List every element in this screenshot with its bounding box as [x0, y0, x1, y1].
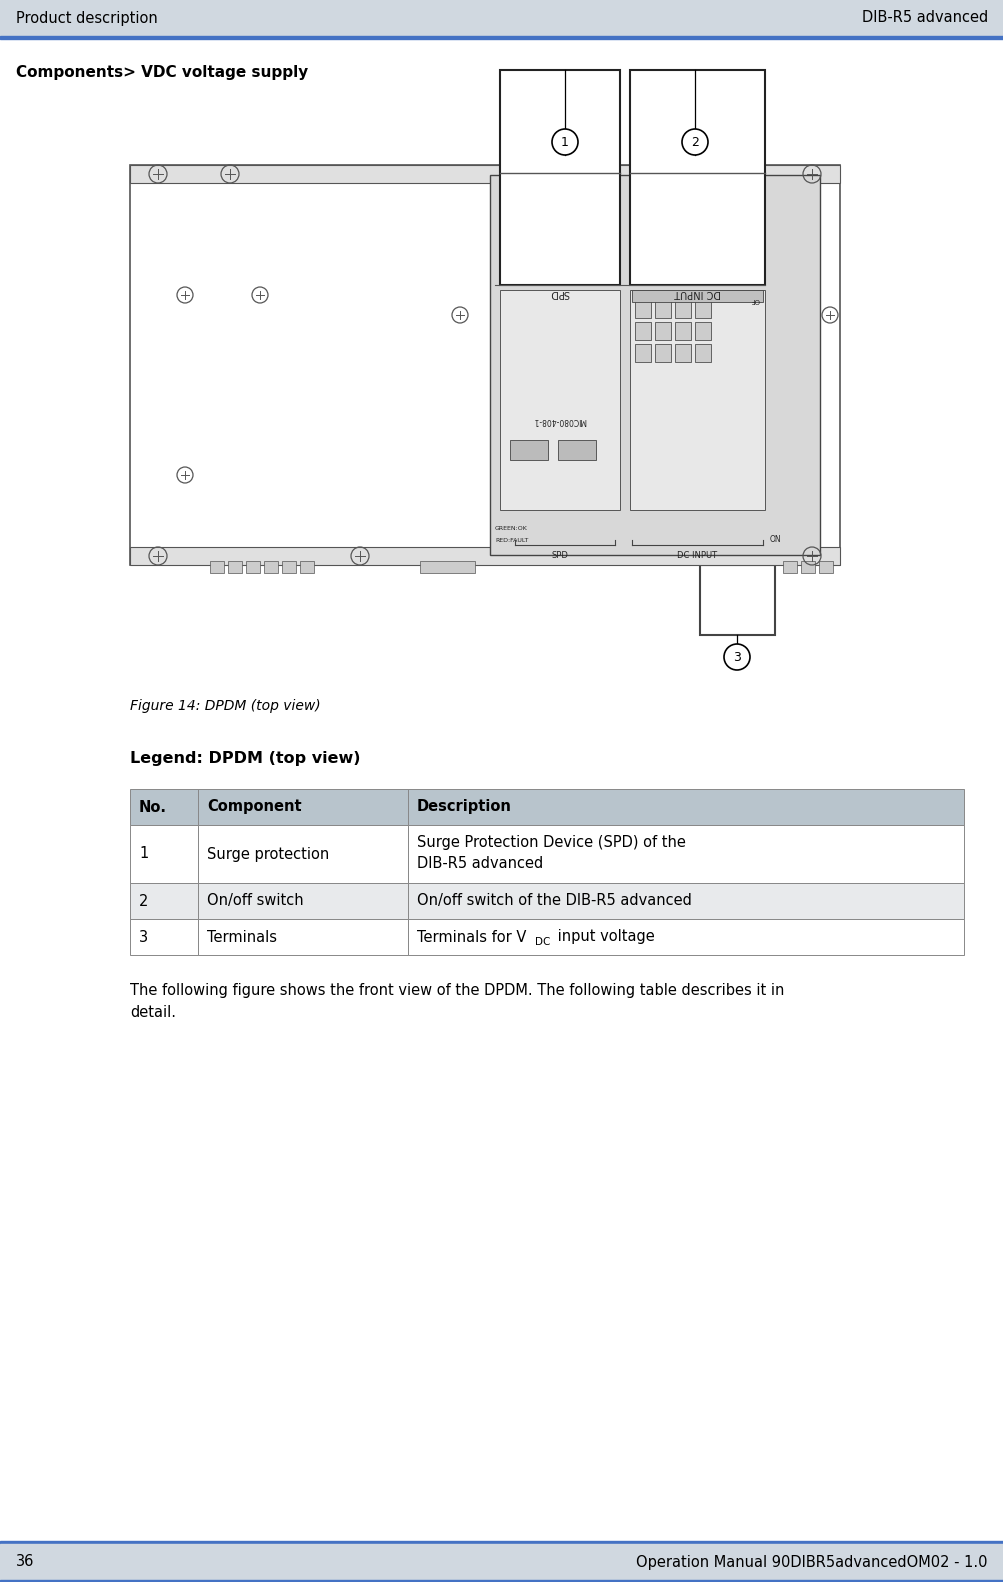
Text: 36: 36 — [16, 1555, 34, 1569]
Bar — [634, 323, 650, 340]
Text: Description: Description — [416, 799, 512, 815]
Bar — [782, 562, 796, 573]
Text: 2: 2 — [690, 136, 698, 149]
Circle shape — [552, 130, 578, 155]
Text: MIC080-408-1: MIC080-408-1 — [533, 416, 586, 424]
Bar — [129, 824, 198, 883]
Text: Operation Manual 90DIBR5advancedOM02 - 1.0: Operation Manual 90DIBR5advancedOM02 - 1… — [636, 1555, 987, 1569]
Bar — [210, 562, 224, 573]
Circle shape — [723, 644, 749, 671]
Bar — [407, 824, 963, 883]
Bar — [0, 1541, 1003, 1544]
Text: Product description: Product description — [16, 11, 157, 25]
Bar — [129, 165, 840, 565]
Bar — [674, 301, 690, 318]
Bar — [129, 165, 840, 184]
Text: input voltage: input voltage — [553, 930, 654, 944]
Bar — [818, 562, 832, 573]
Bar — [694, 323, 710, 340]
Bar — [282, 562, 296, 573]
Text: DC INPUT: DC INPUT — [673, 288, 720, 297]
Text: GREEN:OK: GREEN:OK — [494, 527, 528, 532]
Text: No.: No. — [138, 799, 166, 815]
Text: Figure 14: DPDM (top view): Figure 14: DPDM (top view) — [129, 699, 320, 713]
Text: 3: 3 — [732, 652, 740, 664]
Text: SPD: SPD — [551, 551, 568, 560]
Text: Surge protection: Surge protection — [207, 846, 329, 862]
Bar — [654, 343, 670, 362]
Bar — [198, 883, 407, 919]
Bar — [228, 562, 242, 573]
Bar — [129, 547, 840, 565]
Bar — [198, 824, 407, 883]
Text: 2: 2 — [138, 894, 148, 908]
Bar — [499, 290, 620, 509]
Bar — [246, 562, 260, 573]
Bar — [674, 343, 690, 362]
Text: Components> VDC voltage supply: Components> VDC voltage supply — [16, 65, 308, 79]
Bar — [674, 323, 690, 340]
Bar — [629, 290, 764, 509]
Text: 3: 3 — [138, 930, 148, 944]
Bar — [654, 323, 670, 340]
Text: DC INPUT: DC INPUT — [677, 551, 717, 560]
Text: 1: 1 — [138, 846, 148, 862]
Circle shape — [681, 130, 707, 155]
Text: RED:FAULT: RED:FAULT — [494, 538, 528, 544]
Bar — [407, 789, 963, 824]
Text: 1: 1 — [561, 136, 569, 149]
Bar — [499, 70, 620, 285]
Text: Surge Protection Device (SPD) of the: Surge Protection Device (SPD) of the — [416, 835, 685, 851]
Bar — [694, 343, 710, 362]
Text: Terminals for V: Terminals for V — [416, 930, 526, 944]
Text: DC: DC — [535, 937, 550, 948]
Text: DIB-R5 advanced: DIB-R5 advanced — [861, 11, 987, 25]
Bar — [264, 562, 278, 573]
Bar — [634, 301, 650, 318]
Bar — [558, 440, 596, 460]
Bar — [489, 176, 819, 555]
Bar — [654, 301, 670, 318]
Bar — [407, 883, 963, 919]
Text: Component: Component — [207, 799, 301, 815]
Text: ON: ON — [769, 535, 781, 544]
Bar — [198, 789, 407, 824]
Bar — [0, 0, 1003, 36]
Bar — [629, 70, 764, 285]
Text: Terminals: Terminals — [207, 930, 277, 944]
Text: The following figure shows the front view of the DPDM. The following table descr: The following figure shows the front vie… — [129, 982, 783, 998]
Text: Legend: DPDM (top view): Legend: DPDM (top view) — [129, 751, 360, 766]
Bar — [419, 562, 474, 573]
Bar — [0, 36, 1003, 40]
Bar — [694, 301, 710, 318]
Text: detail.: detail. — [129, 1005, 176, 1020]
Bar — [407, 919, 963, 956]
Bar — [800, 562, 814, 573]
Text: SPD: SPD — [550, 288, 570, 297]
Bar — [510, 440, 548, 460]
Bar — [300, 562, 314, 573]
Text: On/off switch of the DIB-R5 advanced: On/off switch of the DIB-R5 advanced — [416, 894, 691, 908]
Bar — [129, 789, 198, 824]
Bar — [631, 290, 762, 302]
Bar — [198, 919, 407, 956]
Bar — [0, 1580, 1003, 1582]
Text: OF: OF — [750, 297, 759, 304]
Bar — [699, 565, 774, 634]
Bar — [634, 343, 650, 362]
Text: On/off switch: On/off switch — [207, 894, 303, 908]
Bar — [129, 883, 198, 919]
Bar — [0, 1544, 1003, 1580]
Text: DIB-R5 advanced: DIB-R5 advanced — [416, 856, 543, 870]
Bar — [129, 919, 198, 956]
